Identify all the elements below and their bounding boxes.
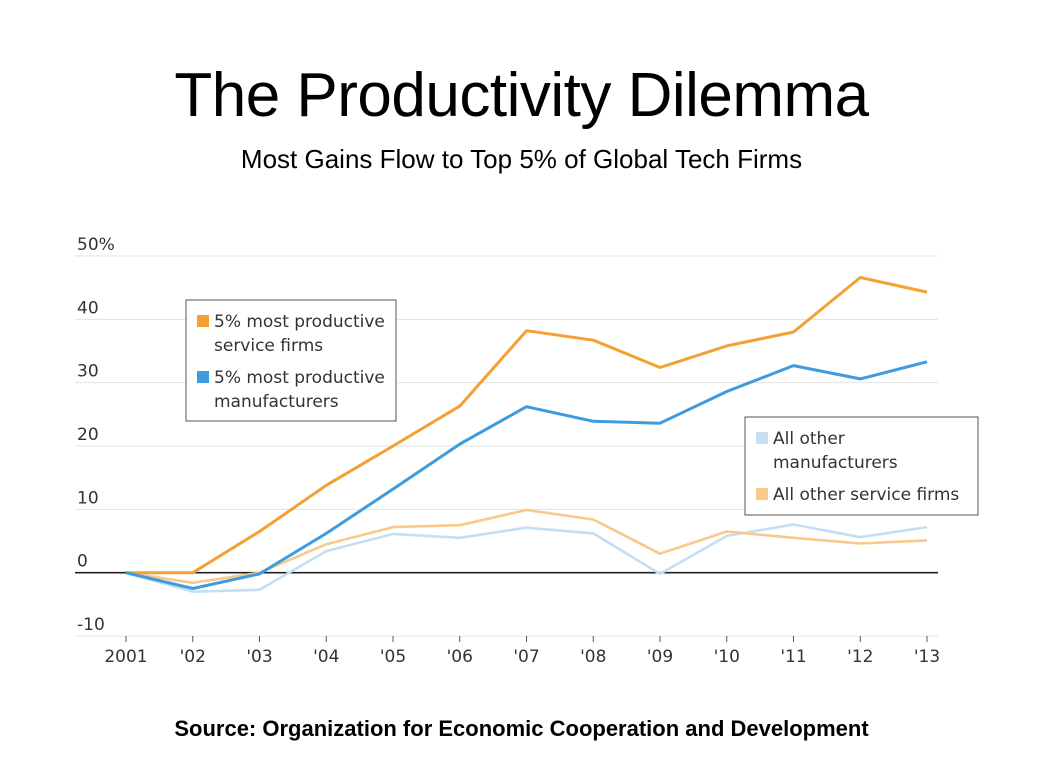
source-note: Source: Organization for Economic Cooper… (174, 716, 869, 741)
legend-label: manufacturers (214, 392, 339, 412)
legend-label: 5% most productive (214, 368, 385, 388)
x-tick-label: '03 (246, 647, 272, 667)
x-tick-label: '10 (714, 647, 740, 667)
legend-label: All other (773, 429, 845, 449)
legend-box (185, 299, 397, 422)
page-title: The Productivity Dilemma (174, 61, 869, 130)
x-tick-label: '08 (580, 647, 606, 667)
legend-label: service firms (214, 336, 323, 356)
x-tick-label: '11 (780, 647, 806, 667)
legend-label: 5% most productive (214, 312, 385, 332)
series-line-5-most-productive-manufacturers (125, 360, 928, 590)
x-tick-label: '06 (447, 647, 473, 667)
y-tick-label: 30 (77, 362, 99, 382)
y-tick-label: 40 (77, 298, 99, 318)
x-tick-label: 2001 (104, 647, 147, 667)
legend-swatch (756, 488, 768, 500)
x-tick-label: '07 (513, 647, 539, 667)
legend-swatch (197, 371, 209, 383)
page-subtitle: Most Gains Flow to Top 5% of Global Tech… (240, 144, 803, 174)
y-tick-label: 50% (77, 235, 115, 255)
y-tick-label: 20 (77, 425, 99, 445)
x-tick-label: '12 (847, 647, 873, 667)
x-tick-label: '13 (914, 647, 940, 667)
y-tick-label: 0 (77, 552, 88, 572)
x-tick-label: '04 (313, 647, 339, 667)
x-tick-label: '02 (180, 647, 206, 667)
legend-label: manufacturers (773, 453, 898, 473)
x-tick-label: '09 (647, 647, 673, 667)
legend-swatch (197, 315, 209, 327)
legend-box (744, 416, 979, 516)
y-tick-label: 10 (77, 488, 99, 508)
series-line-all-other-manufacturers (125, 523, 928, 594)
y-tick-label: -10 (77, 615, 105, 635)
series-line-5-most-productive-service-firms (126, 276, 928, 575)
legend-swatch (756, 432, 768, 444)
x-tick-label: '05 (380, 647, 406, 667)
legend-label: All other service firms (773, 485, 959, 505)
